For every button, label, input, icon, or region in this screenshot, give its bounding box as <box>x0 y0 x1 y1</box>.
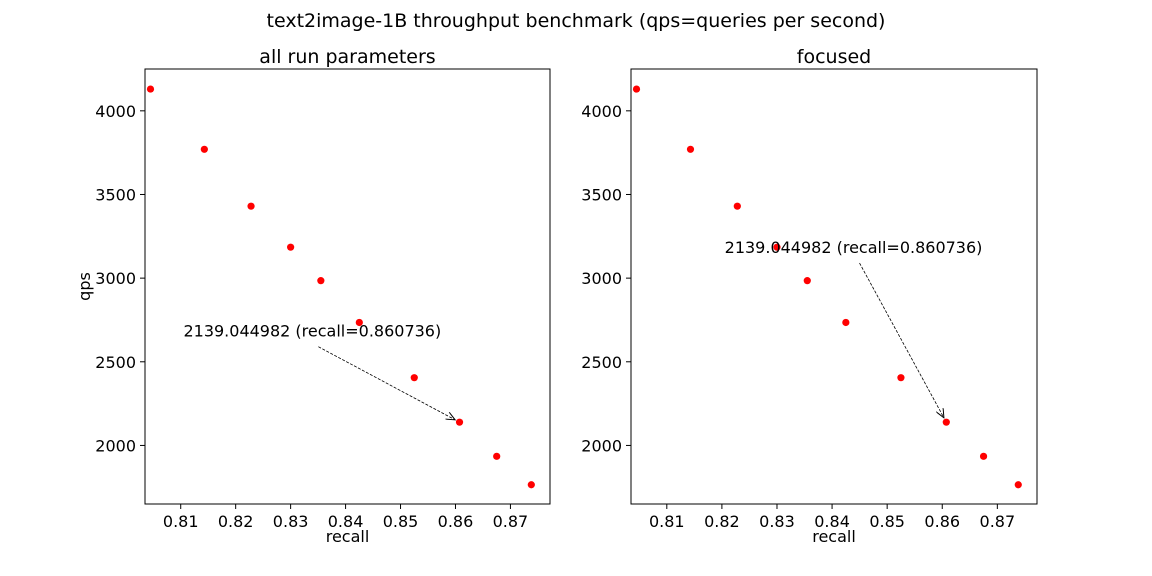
y-tick-label: 4000 <box>95 102 136 121</box>
x-tick-label: 0.83 <box>273 512 309 531</box>
data-point <box>146 85 155 93</box>
x-tick-label: 0.85 <box>869 512 905 531</box>
x-axis-label: recall <box>326 527 370 546</box>
data-point <box>942 418 950 426</box>
annotation-label: 2139.044982 (recall=0.860736) <box>725 238 983 257</box>
data-point <box>493 452 501 460</box>
data-point <box>355 318 363 327</box>
y-tick-label: 2500 <box>95 353 136 372</box>
x-tick-label: 0.83 <box>759 512 795 531</box>
chart-title: focused <box>797 46 871 68</box>
x-tick-label: 0.84 <box>814 512 850 531</box>
y-tick-label: 2000 <box>581 436 622 455</box>
y-tick-label: 2500 <box>581 353 622 372</box>
y-tick-label: 3000 <box>95 269 136 288</box>
x-tick-label: 0.81 <box>649 512 685 531</box>
chart-panel-2: focused 0.81 0.82 0.83 0.84 0.85 0.86 0.87 2000 2… <box>581 46 1038 546</box>
x-tick-label: 0.82 <box>218 512 254 531</box>
x-axis-label: recall <box>812 527 856 546</box>
y-axis-label: qps <box>75 272 94 301</box>
y-tick-label: 2000 <box>95 436 136 455</box>
plot-frame <box>630 68 1038 505</box>
annotation-arrow <box>318 346 455 420</box>
x-tick-label: 0.87 <box>980 512 1016 531</box>
data-point <box>1014 481 1022 489</box>
figure-suptitle: text2image-1B throughput benchmark (qps=… <box>267 10 886 32</box>
plot-frame <box>144 68 551 505</box>
x-tick-label: 0.82 <box>704 512 740 531</box>
data-point <box>247 202 255 210</box>
chart-title: all run parameters <box>259 46 435 68</box>
chart-panels: all run parameters 0.81 0.82 0.83 0.84 0.85 0.… <box>75 46 1038 546</box>
x-tick-label: 0.84 <box>328 512 364 531</box>
x-tick-label: 0.86 <box>924 512 960 531</box>
data-point <box>979 452 988 460</box>
x-tick-label: 0.86 <box>438 512 474 531</box>
chart-panel-1: all run parameters 0.81 0.82 0.83 0.84 0.85 0.… <box>75 46 551 546</box>
data-point <box>686 145 695 153</box>
data-point <box>200 145 208 153</box>
annotation-label: 2139.044982 (recall=0.860736) <box>183 322 441 341</box>
data-point <box>527 481 535 489</box>
y-tick-label: 4000 <box>581 102 622 121</box>
y-tick-label: 3500 <box>581 185 622 204</box>
data-point <box>842 318 850 327</box>
data-point <box>317 277 325 285</box>
data-point <box>455 418 464 426</box>
x-tick-label: 0.85 <box>383 512 419 531</box>
annotation-arrow <box>859 262 944 418</box>
data-point <box>733 202 741 210</box>
data-point <box>410 374 418 382</box>
x-tick-label: 0.81 <box>163 512 199 531</box>
data-point <box>897 374 905 382</box>
data-point <box>632 85 641 93</box>
data-point <box>803 277 811 285</box>
y-tick-label: 3500 <box>95 185 136 204</box>
y-tick-label: 3000 <box>581 269 622 288</box>
x-tick-label: 0.87 <box>493 512 529 531</box>
data-point <box>773 243 781 251</box>
data-point <box>287 243 295 251</box>
